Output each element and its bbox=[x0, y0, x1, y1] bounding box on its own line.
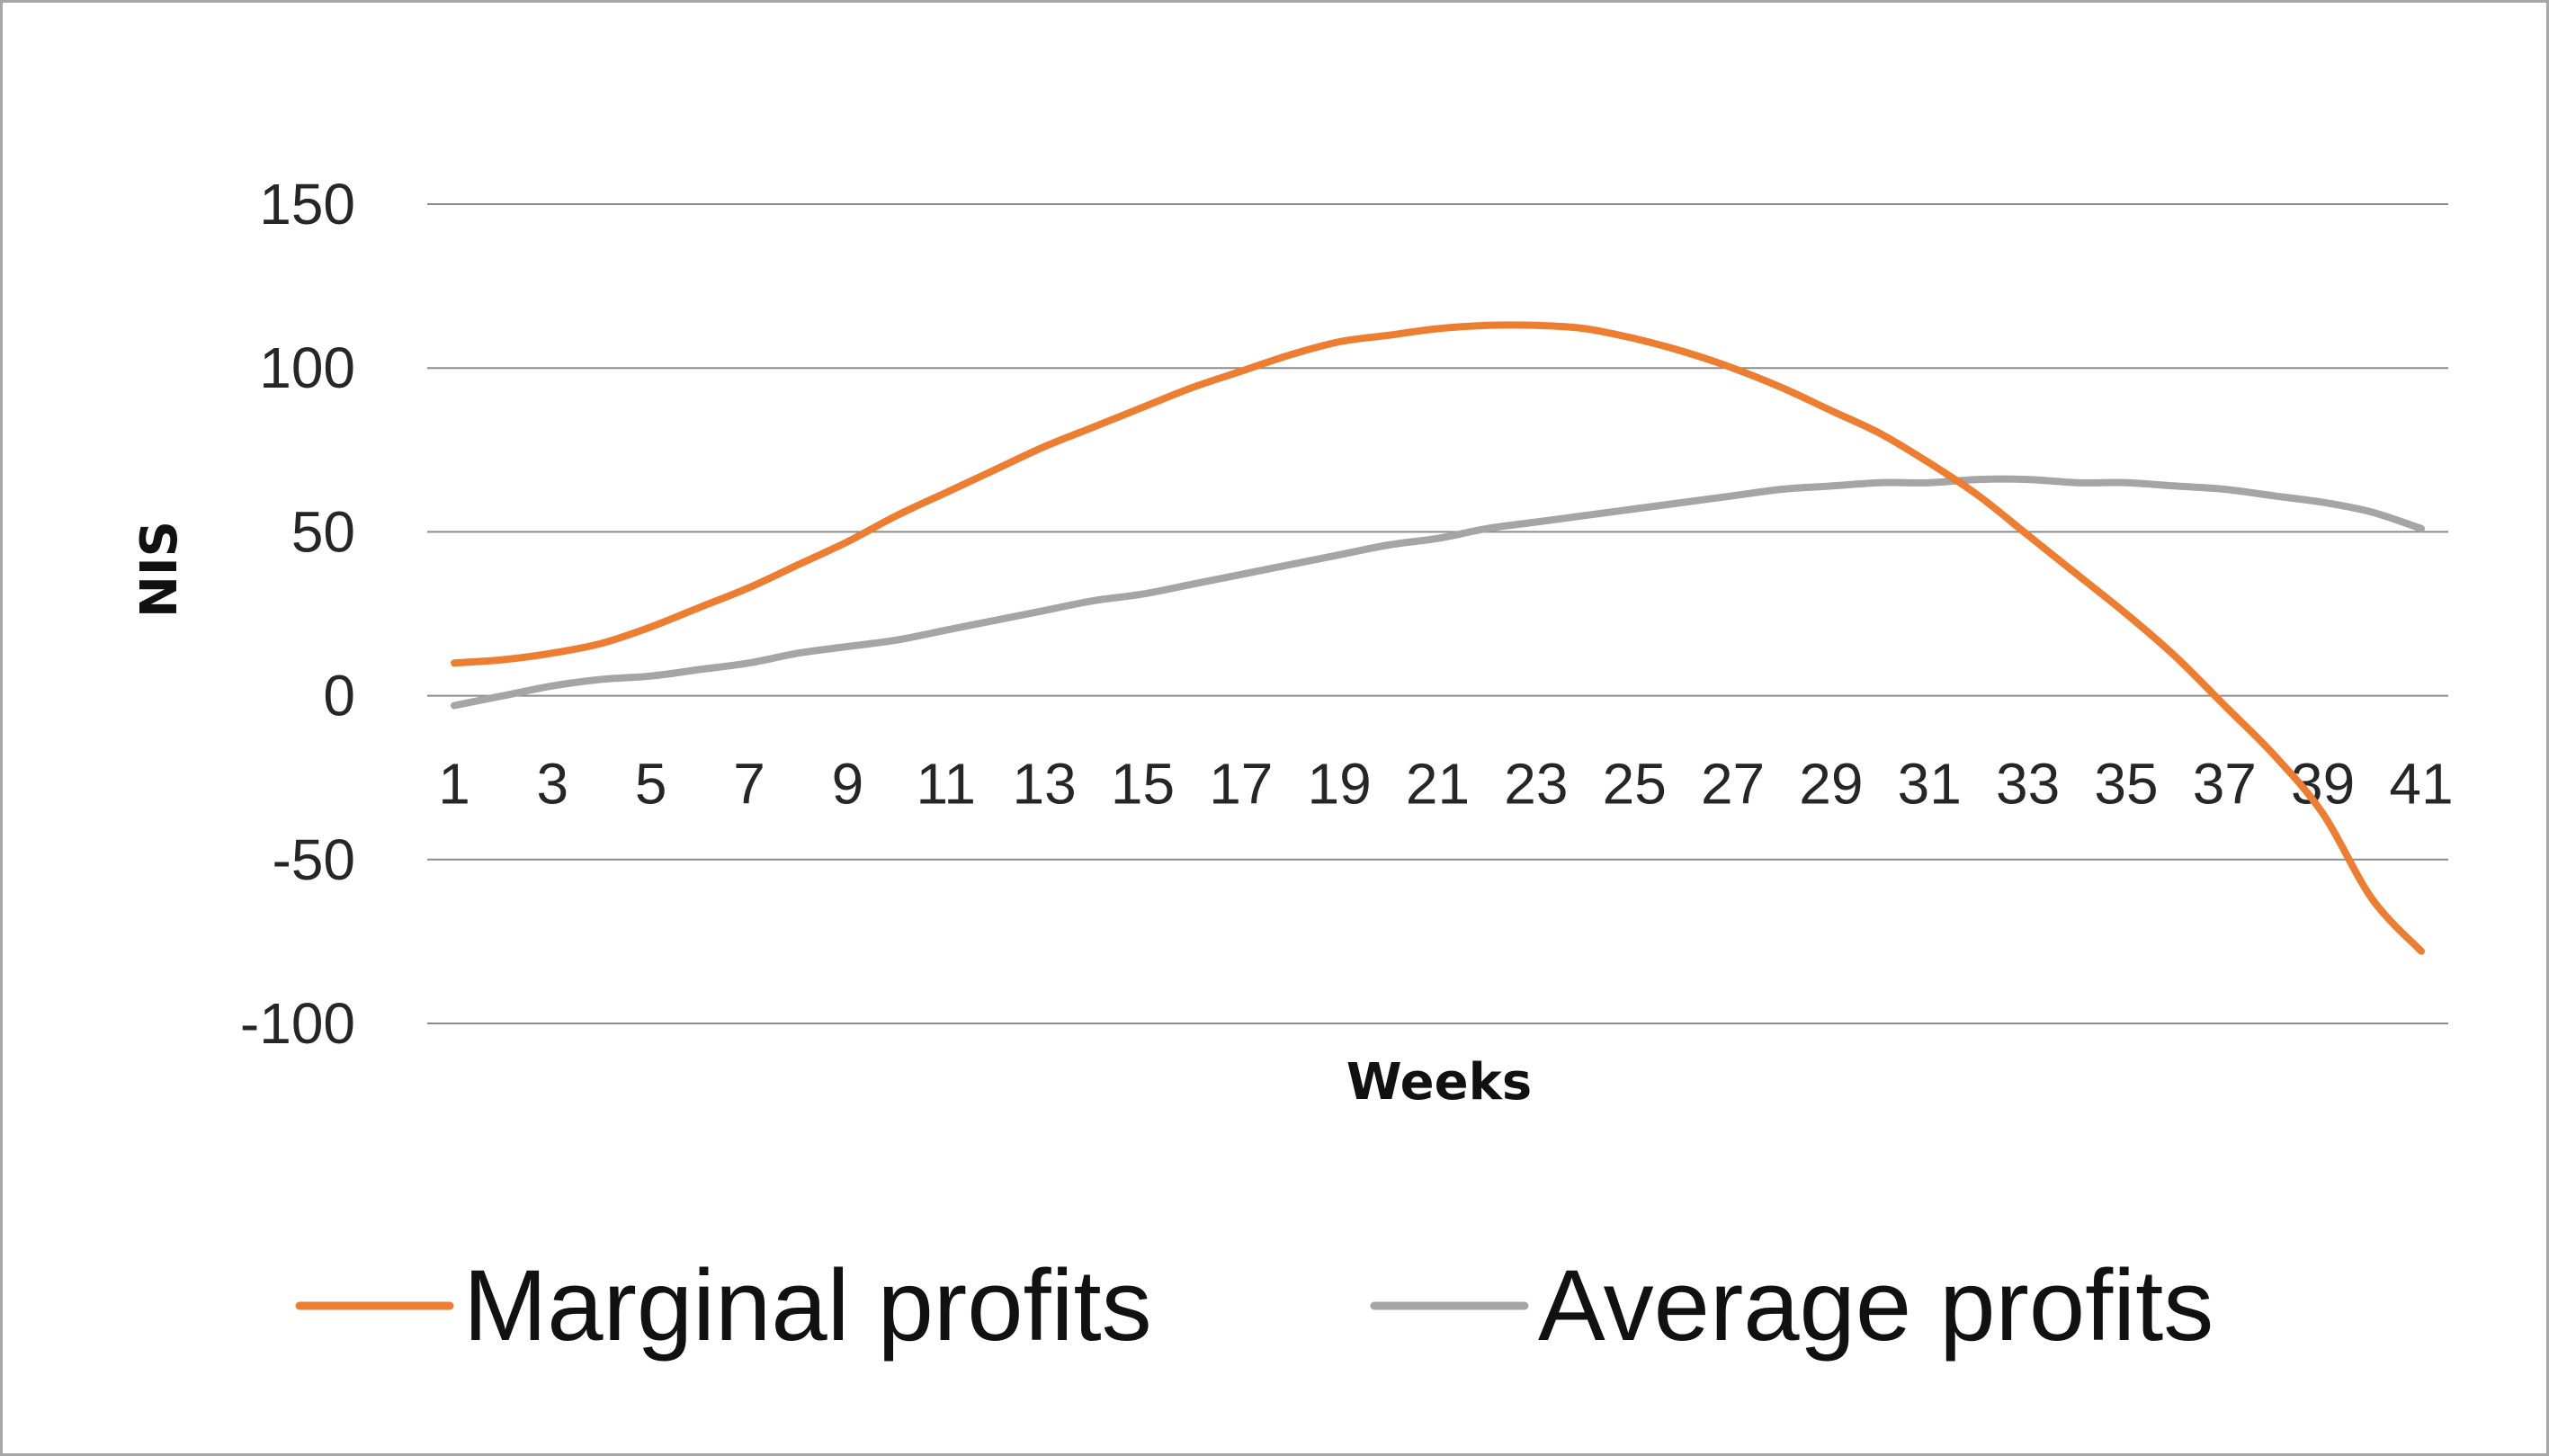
x-tick-label: 5 bbox=[635, 752, 667, 817]
x-axis-title: Weeks bbox=[1346, 1053, 1532, 1112]
x-axis-tick-labels: 1 3 5 7 9 11 13 15 17 19 21 23 25 27 29 31 33 35 37 39 41 bbox=[438, 752, 2453, 817]
x-tick-label: 41 bbox=[2389, 752, 2453, 817]
x-tick-label: 19 bbox=[1308, 752, 1372, 817]
x-tick-label: 29 bbox=[1799, 752, 1863, 817]
y-tick-label: -50 bbox=[273, 827, 356, 892]
series-line-average-profits bbox=[451, 475, 2425, 710]
x-tick-label: 13 bbox=[1013, 752, 1077, 817]
y-axis-title: NIS bbox=[130, 521, 189, 618]
series-line-marginal-profits bbox=[451, 321, 2425, 955]
x-tick-label: 17 bbox=[1209, 752, 1273, 817]
x-tick-label: 3 bbox=[537, 752, 569, 817]
x-tick-label: 33 bbox=[1996, 752, 2060, 817]
y-tick-label: 50 bbox=[291, 499, 355, 564]
x-tick-label: 7 bbox=[733, 752, 765, 817]
y-tick-label: -100 bbox=[240, 991, 355, 1056]
x-tick-label: 35 bbox=[2094, 752, 2158, 817]
series-lines bbox=[451, 321, 2425, 955]
y-axis-tick-labels: 150 100 50 0 -50 -100 bbox=[240, 172, 355, 1056]
x-tick-label: 21 bbox=[1406, 752, 1470, 817]
x-tick-label: 25 bbox=[1603, 752, 1667, 817]
legend: Marginal profits Average profits bbox=[295, 1249, 2214, 1362]
legend-label-marginal-profits: Marginal profits bbox=[463, 1249, 1152, 1362]
x-tick-label: 9 bbox=[832, 752, 864, 817]
y-tick-label: 100 bbox=[259, 335, 355, 400]
y-tick-label: 150 bbox=[259, 172, 355, 237]
x-tick-label: 37 bbox=[2193, 752, 2257, 817]
legend-label-average-profits: Average profits bbox=[1538, 1249, 2214, 1362]
x-tick-label: 23 bbox=[1504, 752, 1568, 817]
x-tick-label: 1 bbox=[438, 752, 470, 817]
x-tick-label: 11 bbox=[917, 752, 976, 817]
y-tick-label: 0 bbox=[323, 664, 355, 728]
gridlines bbox=[427, 203, 2448, 1024]
x-tick-label: 15 bbox=[1111, 752, 1175, 817]
x-tick-label: 27 bbox=[1701, 752, 1765, 817]
x-tick-label: 31 bbox=[1898, 752, 1962, 817]
